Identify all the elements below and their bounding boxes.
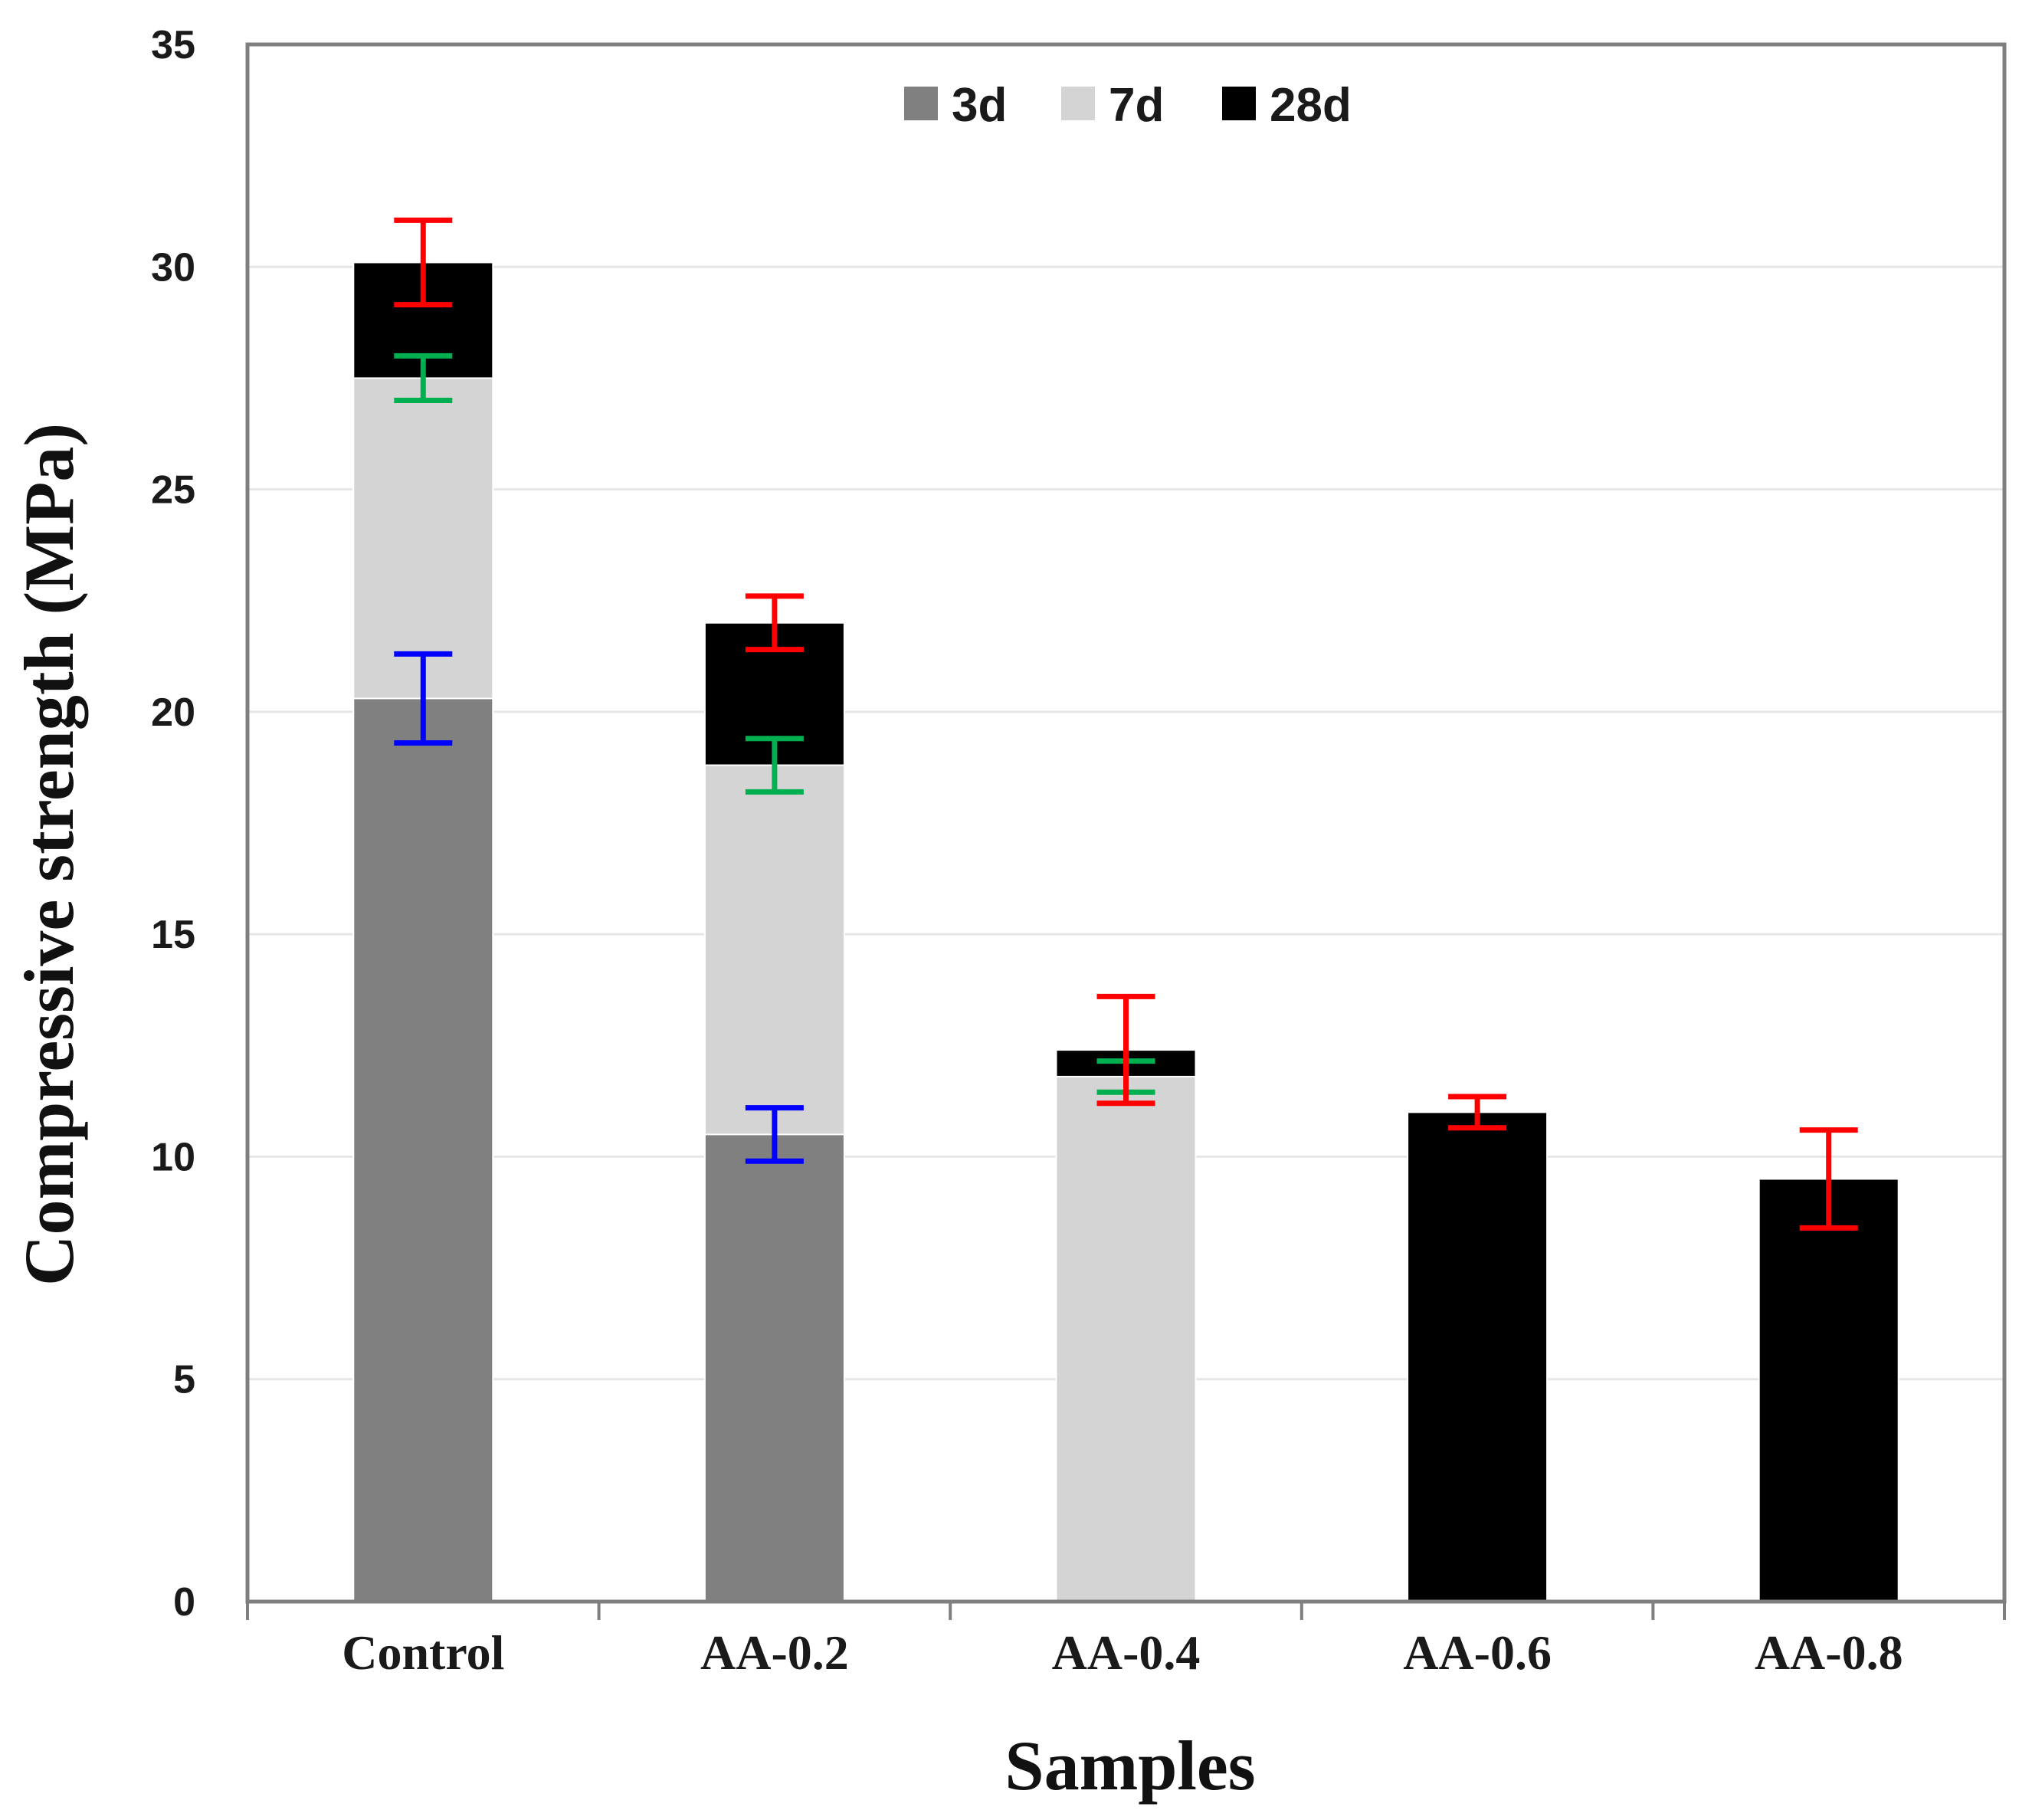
y-tick-label: 10 (151, 1135, 195, 1179)
y-tick-label: 5 (173, 1358, 195, 1402)
x-tick-label: AA-0.2 (700, 1625, 849, 1680)
legend-swatch-7d (1061, 87, 1095, 120)
bar-3d-Control (352, 697, 494, 1603)
bar-28d-AA-0.6 (1407, 1111, 1549, 1603)
error-bar-28d-AA-0.4 (1096, 993, 1155, 1107)
legend-label-7d: 7d (1109, 79, 1164, 132)
bar-7d-AA-0.4 (1055, 1075, 1197, 1602)
y-tick-label: 15 (151, 913, 195, 957)
error-bar-28d-AA-0.6 (1448, 1094, 1507, 1131)
error-bar-28d-Control (394, 217, 453, 308)
y-tick-label: 30 (151, 245, 195, 290)
x-tick-label: AA-0.4 (1052, 1625, 1201, 1680)
error-bar-7d-AA-0.2 (745, 736, 804, 795)
x-tick-label: AA-0.6 (1403, 1625, 1552, 1680)
x-tick-label: AA-0.8 (1755, 1625, 1903, 1680)
bar-3d-AA-0.2 (703, 1133, 845, 1602)
error-bar-3d-AA-0.2 (745, 1105, 804, 1164)
y-tick-label: 20 (151, 690, 195, 735)
y-tick-label: 25 (151, 468, 195, 513)
error-bar-7d-Control (394, 353, 453, 403)
error-bar-28d-AA-0.8 (1799, 1127, 1858, 1231)
y-axis-title: Compressive strength (MPa) (10, 423, 88, 1286)
legend-swatch-28d (1222, 87, 1256, 120)
error-bars (394, 217, 1858, 1231)
x-tick-label: Control (342, 1625, 504, 1680)
legend-label-3d: 3d (952, 79, 1007, 132)
y-tick-label: 35 (151, 23, 195, 67)
x-axis-title: Samples (1005, 1727, 1255, 1805)
gridlines (247, 265, 2004, 1381)
legend: 3d 7d 28d (904, 79, 1352, 132)
error-bar-3d-Control (394, 651, 453, 746)
bars (352, 261, 1899, 1603)
error-bar-28d-AA-0.2 (745, 593, 804, 653)
axis-ticks: 0 5 10 15 20 25 30 35 Control AA-0.2 AA-0.4 AA-0.6 A… (151, 23, 2006, 1680)
legend-label-28d: 28d (1270, 79, 1352, 132)
y-tick-label: 0 (173, 1580, 195, 1625)
legend-swatch-3d (904, 87, 938, 120)
bar-28d-AA-0.8 (1758, 1178, 1899, 1602)
plot-frame (245, 42, 2007, 1604)
